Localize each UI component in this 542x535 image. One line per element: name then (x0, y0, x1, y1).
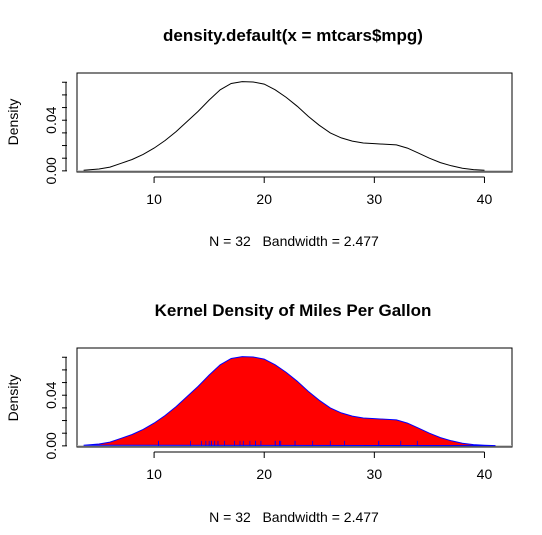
chart-1-x-axis: 10 20 30 40 (146, 176, 493, 207)
x-tick-label: 40 (477, 191, 493, 207)
chart-2-x-label: N = 32 Bandwidth = 2.477 (209, 509, 379, 525)
y-tick-label: 0.04 (43, 381, 59, 408)
chart-2-x-axis: 10 20 30 40 (146, 451, 493, 482)
chart-1-density-line (83, 81, 485, 171)
chart-2-y-label: Density (5, 375, 21, 422)
x-tick-label: 30 (367, 466, 383, 482)
x-tick-label: 10 (146, 191, 162, 207)
x-tick-label: 20 (256, 466, 272, 482)
y-tick-label: 0.00 (43, 157, 59, 184)
x-tick-label: 10 (146, 466, 162, 482)
x-tick-label: 20 (256, 191, 272, 207)
chart-2-rug (158, 440, 418, 446)
chart-2-plot-frame (76, 347, 513, 448)
chart-1-plot-frame (76, 72, 513, 173)
chart-2: Kernel Density of Miles Per Gallon 10 20 3… (5, 301, 513, 525)
chart-2-title: Kernel Density of Miles Per Gallon (155, 301, 432, 320)
chart-1-x-label: N = 32 Bandwidth = 2.477 (209, 233, 379, 249)
x-tick-label: 30 (367, 191, 383, 207)
chart-1-y-label: Density (5, 99, 21, 146)
chart-2-y-axis: 0.00 0.04 (43, 356, 67, 459)
chart-1-title: density.default(x = mtcars$mpg) (163, 26, 423, 45)
y-tick-label: 0.00 (43, 432, 59, 459)
chart-2-density-area (83, 356, 496, 447)
chart-1-y-axis: 0.00 0.04 (43, 81, 67, 184)
chart-1: density.default(x = mtcars$mpg) 10 20 30 40… (5, 26, 513, 249)
y-tick-label: 0.04 (43, 106, 59, 133)
x-tick-label: 40 (477, 466, 493, 482)
